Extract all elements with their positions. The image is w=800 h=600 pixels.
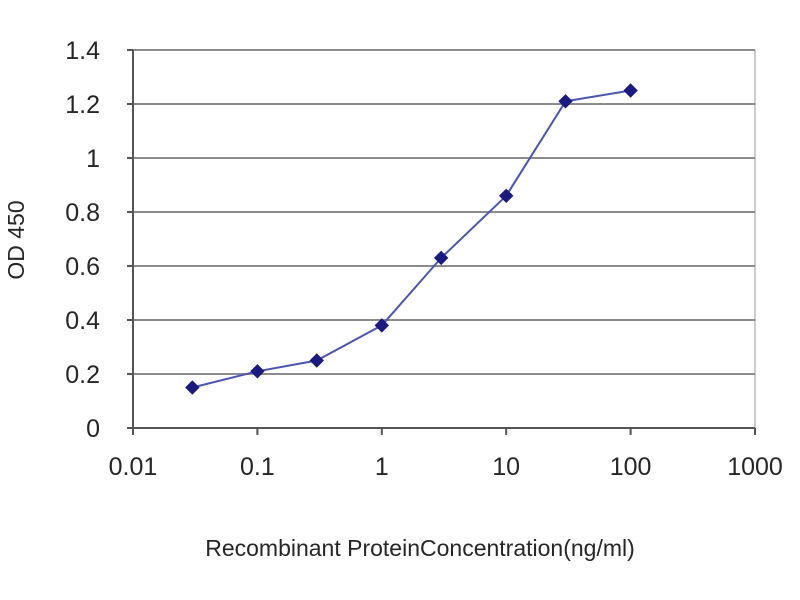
series-line-0	[192, 89, 631, 389]
y-tick-label: 1	[86, 145, 100, 173]
x-tick-label: 1000	[727, 453, 783, 481]
series-layer	[185, 83, 638, 395]
data-point-marker	[185, 380, 200, 395]
y-tick-label: 0	[86, 415, 100, 443]
axes	[127, 49, 756, 435]
y-tick-label: 1.2	[65, 91, 100, 119]
data-point-marker	[558, 94, 573, 109]
plot-area	[132, 49, 756, 429]
tick-labels: 0 0.2 0.4 0.6 0.8 1 1.2 1.4 0.01 0.1 1 10 100 1000	[65, 37, 783, 481]
x-tick-label: 0.01	[109, 453, 158, 481]
x-tick-label: 100	[610, 453, 652, 481]
y-tick-label: 0.8	[65, 199, 100, 227]
data-point-marker	[374, 318, 390, 333]
x-tick-label: 10	[492, 453, 520, 481]
x-tick-label: 1	[375, 453, 389, 481]
x-tick-label: 0.1	[240, 453, 275, 481]
y-axis-title: OD 450	[3, 200, 29, 279]
y-tick-label: 0.4	[65, 307, 100, 335]
gridlines	[133, 49, 755, 375]
y-tick-label: 0.2	[65, 361, 100, 389]
plot-frame	[132, 49, 756, 429]
data-point-marker	[433, 250, 449, 266]
data-point-marker	[623, 83, 638, 98]
y-tick-label: 0.6	[65, 253, 100, 281]
data-point-marker	[250, 364, 265, 379]
y-tick-label: 1.4	[65, 37, 100, 65]
data-point-marker	[498, 188, 514, 204]
data-point-marker	[309, 353, 324, 368]
x-axis-title: Recombinant ProteinConcentration(ng/ml)	[205, 535, 635, 561]
